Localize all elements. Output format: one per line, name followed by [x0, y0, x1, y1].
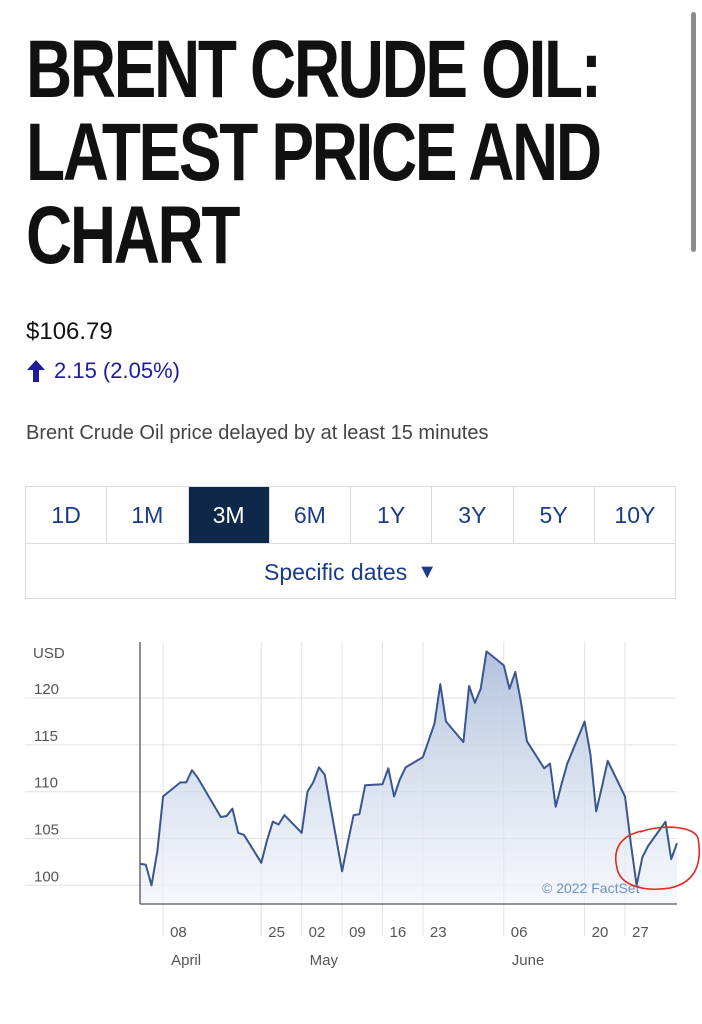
x-tick-day: 02 — [309, 924, 326, 941]
price-change-value: 2.15 (2.05%) — [54, 358, 180, 383]
x-tick-day: 20 — [592, 924, 609, 941]
price-line — [139, 650, 678, 887]
range-tabs: 1D 1M 3M 6M 1Y 3Y 5Y 10Y — [26, 487, 675, 544]
y-tick-label: 120 — [34, 681, 59, 698]
y-tick-label: 100 — [34, 868, 59, 885]
arrow-up-icon — [27, 360, 45, 382]
scrollbar[interactable] — [691, 12, 696, 252]
specific-dates-label: Specific dates — [264, 558, 408, 585]
specific-dates-button[interactable]: Specific dates ▼ — [26, 544, 675, 600]
tab-5y[interactable]: 5Y — [514, 487, 595, 543]
tab-3m[interactable]: 3M — [188, 487, 270, 543]
price-change: 2.15 (2.05%) — [26, 358, 180, 384]
x-tick-month: June — [512, 952, 545, 969]
range-selector: 1D 1M 3M 6M 1Y 3Y 5Y 10Y Specific dates … — [25, 486, 676, 599]
price-chart[interactable]: 100 105 110 115 120 USD 08 April 25 02 May 09 16 23 06… — [0, 620, 702, 980]
y-axis-unit: USD — [33, 645, 65, 662]
x-tick-day: 09 — [349, 924, 366, 941]
current-price: $106.79 — [26, 318, 113, 345]
x-tick-day: 25 — [268, 924, 285, 941]
x-tick-day: 08 — [170, 924, 187, 941]
y-tick-label: 115 — [34, 728, 58, 745]
factset-watermark: © 2022 FactSet — [542, 880, 640, 896]
x-tick-month: May — [310, 952, 339, 969]
x-tick-day: 23 — [430, 924, 447, 941]
tab-10y[interactable]: 10Y — [614, 501, 656, 528]
tab-1m[interactable]: 1M — [107, 487, 189, 543]
tab-6m[interactable]: 6M — [270, 487, 351, 543]
red-circle-annotation — [615, 826, 701, 890]
y-tick-label: 110 — [34, 775, 58, 792]
chart-labels: 100 105 110 115 120 USD 08 April 25 02 May 09 16 23 06… — [33, 645, 649, 969]
price-area — [140, 651, 677, 904]
chart-axes — [139, 642, 677, 905]
tab-1d[interactable]: 1D — [26, 487, 108, 543]
x-tick-day: 16 — [390, 924, 407, 941]
delay-note: Brent Crude Oil price delayed by at leas… — [26, 422, 489, 444]
x-tick-month: April — [171, 952, 201, 969]
tab-3y[interactable]: 3Y — [432, 487, 514, 543]
triangle-down-icon: ▼ — [417, 560, 437, 583]
y-tick-label: 105 — [34, 822, 59, 839]
x-tick-day: 27 — [632, 924, 649, 941]
x-tick-day: 06 — [511, 924, 528, 941]
page-title: BRENT CRUDE OIL: LATEST PRICE AND CHART — [26, 24, 602, 281]
tab-1y[interactable]: 1Y — [351, 487, 433, 543]
